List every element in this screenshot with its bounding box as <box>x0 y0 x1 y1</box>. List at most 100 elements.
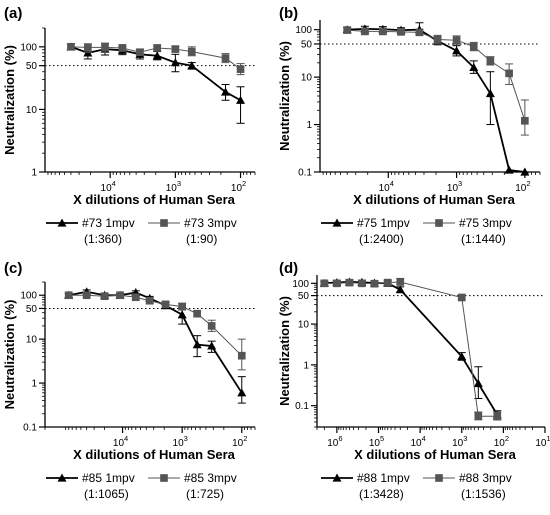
x-tick-label: 101 <box>535 434 550 449</box>
y-tick-label: 0.1 <box>298 168 312 179</box>
data-point <box>457 352 467 361</box>
y-axis-label: Neutralization (%) <box>2 300 17 410</box>
data-point <box>485 89 495 98</box>
y-tick-label: 10 <box>26 105 38 116</box>
y-tick-label: 10 <box>301 73 313 84</box>
x-tick-label: 106 <box>327 434 342 449</box>
legend-marker <box>160 219 168 227</box>
legend-marker <box>160 474 168 482</box>
data-point <box>118 44 127 52</box>
y-tick-label: 100 <box>20 291 37 302</box>
series-line <box>324 281 499 416</box>
data-point <box>486 57 495 65</box>
x-axis-label: X dilutions of Human Sera <box>353 192 516 207</box>
data-point <box>452 36 461 45</box>
legend-label: #73 1mpv <box>82 216 135 230</box>
data-point <box>236 95 246 104</box>
data-point <box>177 310 187 319</box>
panel-label: (d) <box>279 260 298 277</box>
y-tick-label: 1 <box>31 379 37 390</box>
x-tick-label: 103 <box>166 179 181 194</box>
data-point <box>237 388 247 397</box>
data-point <box>145 296 154 305</box>
x-tick-label: 102 <box>231 179 246 194</box>
legend-ic50: (1:725) <box>186 487 224 501</box>
x-tick-label: 102 <box>494 434 509 449</box>
series-2 <box>66 42 245 76</box>
series-1 <box>342 22 530 176</box>
data-point <box>521 116 529 125</box>
legend-label: #75 1mpv <box>357 216 410 230</box>
y-tick-label: 1 <box>303 360 309 371</box>
data-point <box>152 51 162 60</box>
x-axis-label: X dilutions of Human Sera <box>354 447 517 462</box>
data-point <box>187 61 197 70</box>
y-tick-label: 100 <box>295 25 312 36</box>
data-point <box>493 412 502 421</box>
series-line <box>70 45 241 102</box>
panel-label: (a) <box>4 5 22 22</box>
data-point <box>153 44 162 52</box>
data-point <box>333 279 341 288</box>
legend-ic50: (1:1536) <box>461 487 506 501</box>
data-point <box>504 165 514 174</box>
x-tick-label: 103 <box>447 179 462 194</box>
x-tick-label: 104 <box>101 179 116 194</box>
legend-marker <box>332 218 342 227</box>
series-line <box>347 27 525 173</box>
legend-label: #75 3mpv <box>459 216 512 230</box>
x-tick-label: 103 <box>173 434 188 449</box>
series-line <box>68 290 243 394</box>
y-tick-label: 50 <box>26 61 38 72</box>
data-point <box>116 291 124 300</box>
y-axis-label: Neutralization (%) <box>277 296 292 406</box>
data-point <box>473 378 483 388</box>
data-point <box>237 351 246 360</box>
panel-label: (c) <box>4 260 22 277</box>
data-point <box>178 302 186 311</box>
data-point <box>131 293 140 302</box>
series-1 <box>64 287 247 404</box>
series-1 <box>66 42 246 124</box>
legend-ic50: (1:90) <box>186 232 217 246</box>
y-tick-label: 50 <box>298 291 310 302</box>
chart-c: (c) 0.1 1 10 50 100 104 103 102 Neutralization (%… <box>2 260 256 501</box>
y-axis-label: Neutralization (%) <box>277 41 292 151</box>
y-tick-label: 10 <box>26 335 38 346</box>
data-point <box>192 340 202 349</box>
data-point <box>161 300 170 309</box>
legend-ic50: (1:1440) <box>461 232 506 246</box>
data-point <box>187 47 196 56</box>
legend-label: #85 3mpv <box>184 471 237 485</box>
x-tick-label: 103 <box>452 434 467 449</box>
data-point <box>170 58 180 67</box>
data-point <box>457 293 466 302</box>
data-point <box>383 278 392 287</box>
data-point <box>370 279 379 288</box>
data-point <box>345 278 354 287</box>
data-point <box>433 35 442 44</box>
data-point <box>358 279 366 288</box>
legend-marker <box>57 218 67 227</box>
panel-label: (b) <box>279 5 298 22</box>
x-axis-label: X dilutions of Human Sera <box>73 447 236 462</box>
data-point <box>469 62 479 72</box>
y-tick-label: 50 <box>26 304 38 315</box>
data-point <box>343 26 351 34</box>
x-tick-label: 104 <box>410 434 425 449</box>
data-point <box>82 291 91 300</box>
y-tick-label: 1 <box>306 120 312 131</box>
series-2 <box>320 277 502 421</box>
series-1 <box>319 277 502 421</box>
legend-ic50: (1:2400) <box>359 232 404 246</box>
y-tick-label: 0.1 <box>23 423 37 434</box>
series-line <box>324 281 498 417</box>
legend-ic50: (1:3428) <box>359 487 404 501</box>
panel-b: (b) 0.1 1 10 50 100 104 103 102 Neutralization (%… <box>275 0 550 255</box>
legend-marker <box>57 473 67 482</box>
y-tick-label: 100 <box>20 42 37 53</box>
x-tick-label: 105 <box>369 434 384 449</box>
y-tick-label: 100 <box>292 279 309 290</box>
x-tick-label: 104 <box>379 179 394 194</box>
data-point <box>469 42 478 51</box>
